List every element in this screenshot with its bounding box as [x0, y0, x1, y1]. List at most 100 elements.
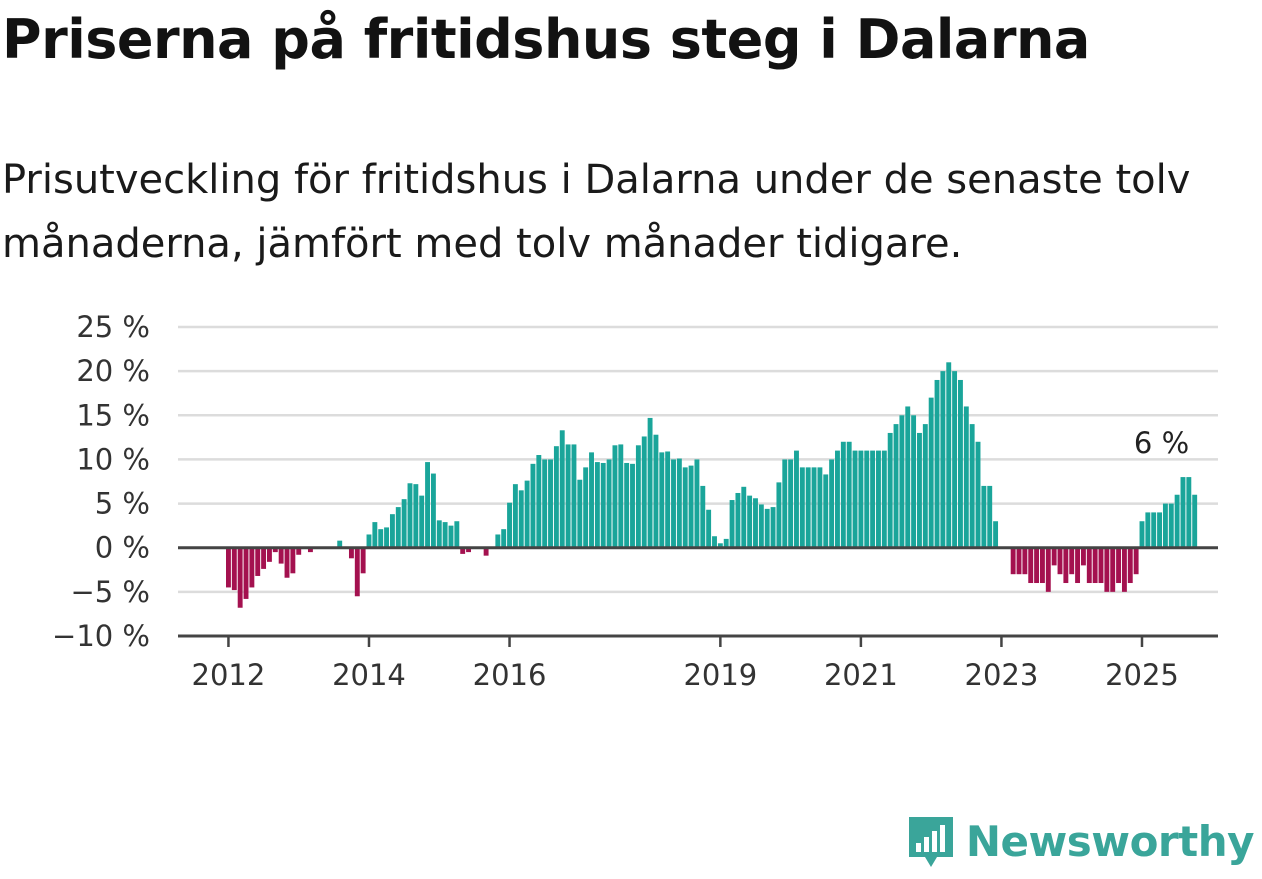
brand: Newsworthy — [906, 813, 1255, 869]
bar-negative — [284, 547, 290, 578]
bar-positive — [1157, 512, 1162, 548]
bar-negative — [1104, 547, 1110, 592]
bar-positive — [712, 536, 717, 548]
bar-positive — [501, 529, 507, 548]
bar-chart: −10 % −5 % 0 % 5 % 10 % 15 % 20 % 25 % 2012 2014 2… — [52, 310, 1218, 692]
bar-positive — [630, 463, 635, 548]
bar-positive — [665, 451, 671, 548]
bar-negative — [1039, 547, 1045, 584]
y-tick-label: 5 % — [95, 487, 150, 521]
bar-negative — [1133, 547, 1139, 575]
bar-positive — [817, 467, 823, 548]
bar-positive — [430, 473, 436, 548]
bar-positive — [594, 462, 600, 548]
bars — [226, 362, 1198, 608]
bar-positive — [717, 543, 723, 548]
grid-lines — [178, 325, 1218, 594]
bar-positive — [378, 529, 384, 548]
bar-positive — [776, 482, 782, 548]
bar-negative — [249, 547, 255, 588]
bar-negative — [272, 547, 278, 553]
bar-positive — [618, 444, 624, 548]
bar-positive — [852, 450, 858, 548]
bar-positive — [624, 462, 630, 548]
bar-negative — [1069, 547, 1075, 575]
bar-negative — [255, 547, 261, 576]
bar-negative — [1086, 547, 1092, 584]
bar-positive — [835, 450, 840, 548]
bar-negative — [307, 547, 313, 553]
bar-positive — [659, 452, 665, 548]
bar-positive — [530, 463, 536, 548]
axes — [178, 546, 1218, 647]
bar-positive — [372, 522, 378, 548]
bar-positive — [899, 415, 905, 548]
bar-positive — [764, 508, 770, 548]
bar-negative — [1116, 547, 1122, 584]
bar-positive — [993, 521, 999, 548]
bar-positive — [958, 379, 963, 548]
bar-positive — [911, 415, 917, 548]
bar-positive — [559, 430, 565, 548]
bar-negative — [1051, 547, 1057, 566]
bar-positive — [887, 432, 893, 548]
bar-positive — [565, 444, 571, 548]
bar-negative — [1127, 547, 1133, 584]
bar-positive — [1151, 512, 1157, 548]
bar-positive — [1162, 503, 1168, 548]
x-tick-label: 2021 — [824, 658, 898, 692]
bar-positive — [524, 480, 530, 548]
chart-subtitle: Prisutveckling för fritidshus i Dalarna … — [2, 157, 1191, 267]
bar-negative — [1080, 547, 1086, 566]
tick-labels: −10 % −5 % 0 % 5 % 10 % 15 % 20 % 25 % 2012 2014 2… — [52, 310, 1189, 692]
bar-positive — [917, 432, 922, 548]
bar-positive — [870, 450, 876, 548]
bar-negative — [261, 547, 267, 569]
bar-positive — [905, 406, 911, 548]
bar-positive — [758, 504, 764, 548]
bar-positive — [577, 479, 583, 548]
bar-positive — [337, 540, 343, 548]
bar-negative — [1045, 547, 1051, 592]
y-tick-label: 25 % — [76, 310, 150, 344]
bar-positive — [928, 397, 934, 548]
bar-negative — [1092, 547, 1098, 584]
bar-positive — [747, 495, 753, 548]
y-tick-label: 20 % — [76, 354, 150, 388]
bar-positive — [1192, 494, 1198, 548]
bar-positive — [694, 459, 700, 548]
bar-positive — [600, 462, 606, 548]
bar-positive — [805, 467, 811, 548]
bar-positive — [876, 450, 881, 548]
bar-positive — [753, 498, 758, 548]
bar-negative — [466, 547, 471, 553]
bar-negative — [266, 547, 272, 562]
bar-positive — [940, 371, 946, 548]
bar-positive — [946, 362, 952, 548]
bar-negative — [1110, 547, 1116, 592]
y-tick-label: 15 % — [76, 398, 150, 432]
bar-positive — [811, 467, 817, 548]
bar-positive — [1139, 521, 1145, 548]
brand-name: Newsworthy — [965, 816, 1255, 866]
bar-negative — [1028, 547, 1034, 584]
bar-negative — [460, 547, 466, 554]
bar-positive — [606, 459, 612, 548]
bar-positive — [401, 499, 407, 548]
x-tick-label: 2025 — [1105, 658, 1179, 692]
bar-positive — [454, 521, 460, 548]
bar-positive — [700, 485, 706, 548]
bar-positive — [612, 445, 618, 548]
bar-negative — [290, 547, 296, 574]
bar-positive — [922, 424, 928, 548]
last-value-annotation: 6 % — [1134, 426, 1189, 460]
bar-positive — [987, 485, 993, 548]
bar-negative — [1098, 547, 1104, 584]
bar-positive — [770, 507, 776, 548]
bar-positive — [442, 522, 448, 548]
newsworthy-bar-chart-icon — [908, 817, 953, 867]
bar-negative — [1063, 547, 1069, 584]
bar-positive — [384, 527, 390, 548]
bar-positive — [407, 483, 413, 548]
bar-negative — [1010, 547, 1016, 575]
